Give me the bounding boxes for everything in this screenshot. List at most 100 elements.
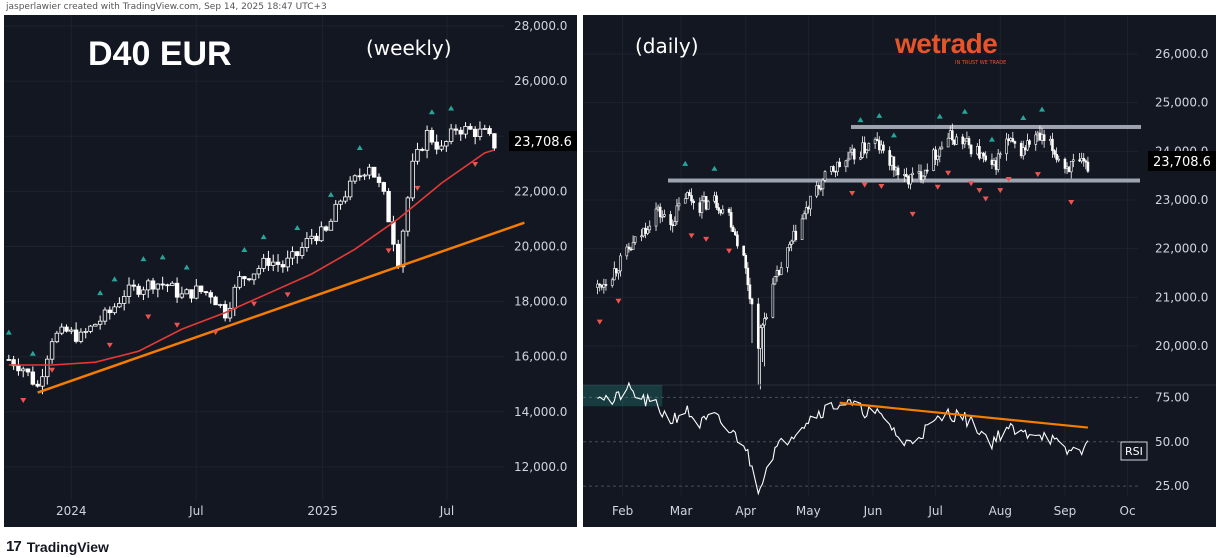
weekly-candle-body xyxy=(472,128,478,137)
weekly-candle-body xyxy=(251,273,257,281)
daily-candle-body xyxy=(629,248,633,251)
daily-swing-low-marker xyxy=(982,196,989,202)
daily-swing-low-marker xyxy=(934,184,941,190)
weekly-candle-body xyxy=(261,257,266,269)
weekly-candle-body xyxy=(271,261,276,266)
weekly-candle-body xyxy=(227,307,233,319)
weekly-candle-body xyxy=(21,368,26,372)
weekly-candle-body xyxy=(64,326,69,332)
weekly-candle-body xyxy=(424,130,430,151)
weekly-candle-body xyxy=(482,128,487,130)
weekly-candle-body xyxy=(309,235,314,239)
daily-swing-high-marker xyxy=(682,160,689,166)
daily-candle-body xyxy=(729,212,733,228)
daily-candle-body xyxy=(771,283,775,318)
daily-candle-body xyxy=(938,148,942,157)
daily-candle-body xyxy=(633,236,637,243)
wetrade-logo: wetrade IN TRUST WE TRADE xyxy=(894,28,1006,66)
daily-candle-body xyxy=(1057,158,1061,161)
daily-candle-body xyxy=(736,234,739,247)
weekly-candle-body xyxy=(237,276,242,288)
weekly-candle-body xyxy=(487,128,492,135)
daily-candle-body xyxy=(859,157,862,160)
weekly-candle-body xyxy=(492,133,497,149)
weekly-candle-body xyxy=(367,166,372,176)
weekly-candle-body xyxy=(266,257,271,266)
weekly-candle-body xyxy=(405,197,411,232)
daily-swing-low-marker xyxy=(1068,200,1075,205)
daily-candle-body xyxy=(1021,147,1025,157)
weekly-candle-body xyxy=(6,359,12,361)
daily-candle-body xyxy=(612,268,616,281)
daily-candle-body xyxy=(677,202,681,207)
daily-candle-body xyxy=(779,267,783,276)
weekly-y-tick-label: 20,000.0 xyxy=(514,239,567,253)
weekly-candle-body xyxy=(88,325,93,332)
daily-candle-body xyxy=(617,270,620,274)
weekly-candle-body xyxy=(232,286,237,309)
daily-candle-body xyxy=(844,160,848,168)
weekly-chart-panel[interactable]: 28,000.026,000.024,000.022,000.020,000.0… xyxy=(4,15,577,527)
daily-candle-body xyxy=(690,195,693,202)
weekly-candle-body xyxy=(102,309,108,322)
weekly-candle-body xyxy=(439,145,444,150)
daily-candle-body xyxy=(823,171,827,181)
swing-high-marker xyxy=(140,256,147,262)
daily-swing-low-marker xyxy=(878,184,885,190)
daily-candle-body xyxy=(936,155,939,160)
daily-candle-body xyxy=(640,235,643,238)
daily-candle-body xyxy=(1067,166,1071,173)
swing-low-marker xyxy=(472,161,479,167)
daily-candle-body xyxy=(686,192,689,199)
daily-candle-body xyxy=(673,221,677,227)
daily-candle-body xyxy=(996,153,1000,170)
weekly-candle-body xyxy=(189,289,194,299)
daily-candle-body xyxy=(688,192,691,196)
weekly-candle-body xyxy=(35,383,40,387)
daily-x-tick-label: Aug xyxy=(989,504,1012,518)
weekly-candle-body xyxy=(275,261,281,265)
daily-swing-high-marker xyxy=(876,112,883,118)
swing-low-marker xyxy=(284,292,291,298)
weekly-candle-body xyxy=(295,251,300,256)
weekly-candle-body xyxy=(49,341,55,360)
weekly-candle-body xyxy=(69,329,74,332)
daily-candle-body xyxy=(1007,138,1010,141)
weekly-candle-body xyxy=(136,285,141,295)
daily-swing-high-marker xyxy=(988,136,995,142)
daily-candle-body xyxy=(890,156,894,166)
wetrade-tagline: IN TRUST WE TRADE xyxy=(955,60,1006,66)
daily-candle-body xyxy=(965,138,969,142)
weekly-candle-body xyxy=(386,190,391,223)
daily-y-tick-label: 22,000.0 xyxy=(1155,242,1208,256)
daily-candle-body xyxy=(773,276,777,285)
weekly-y-tick-label: 16,000.0 xyxy=(514,350,567,364)
weekly-y-tick-label: 18,000.0 xyxy=(514,295,567,309)
daily-candle-body xyxy=(861,142,864,158)
daily-swing-low-marker xyxy=(726,248,733,254)
weekly-candle-body xyxy=(170,282,175,286)
weekly-chart-title: D40 EUR xyxy=(88,35,232,73)
weekly-candle-body xyxy=(112,306,117,314)
weekly-chart-svg[interactable]: 28,000.026,000.024,000.022,000.020,000.0… xyxy=(4,15,577,527)
weekly-candle-body xyxy=(410,160,415,199)
weekly-candle-body xyxy=(285,257,290,268)
weekly-y-tick-label: 22,000.0 xyxy=(514,184,567,198)
daily-candle-body xyxy=(836,161,839,173)
daily-candle-body xyxy=(1069,160,1073,173)
weekly-candle-body xyxy=(25,368,31,373)
daily-candle-body xyxy=(994,160,998,170)
daily-candle-body xyxy=(896,167,900,176)
daily-x-tick-label: Feb xyxy=(612,504,633,518)
weekly-y-tick-label: 26,000.0 xyxy=(514,74,567,88)
daily-candle-body xyxy=(596,283,599,288)
daily-candle-body xyxy=(777,270,781,276)
daily-candle-body xyxy=(800,218,804,240)
daily-x-tick-label: Apr xyxy=(735,504,756,518)
daily-last-price-label: 23,708.6 xyxy=(1148,151,1216,171)
swing-low-marker xyxy=(414,185,421,191)
daily-candle-body xyxy=(713,195,716,202)
daily-swing-low-marker xyxy=(968,181,975,187)
